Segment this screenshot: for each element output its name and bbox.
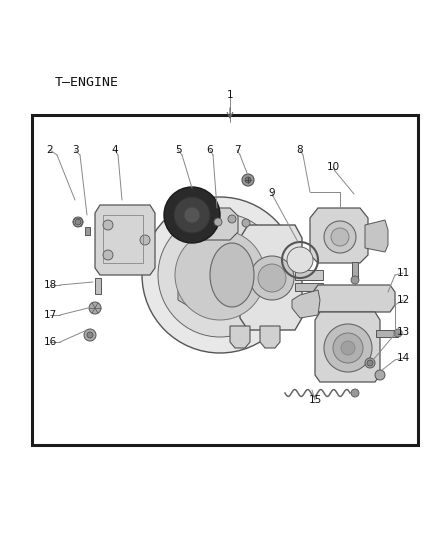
- Circle shape: [158, 213, 282, 337]
- Circle shape: [73, 217, 83, 227]
- Polygon shape: [230, 326, 250, 348]
- Bar: [376, 330, 398, 337]
- Text: 5: 5: [175, 145, 181, 155]
- Circle shape: [351, 276, 359, 284]
- Text: 1: 1: [227, 90, 233, 100]
- Text: 16: 16: [43, 337, 57, 347]
- Text: T–ENGINE: T–ENGINE: [55, 76, 119, 88]
- Bar: [95, 278, 101, 294]
- Polygon shape: [240, 225, 302, 330]
- Text: 13: 13: [396, 327, 410, 337]
- Polygon shape: [260, 326, 280, 348]
- Circle shape: [140, 235, 150, 245]
- Text: 12: 12: [396, 295, 410, 305]
- Circle shape: [394, 329, 402, 337]
- Circle shape: [242, 174, 254, 186]
- Polygon shape: [313, 285, 395, 312]
- Circle shape: [142, 197, 298, 353]
- Circle shape: [103, 220, 113, 230]
- Text: 10: 10: [326, 162, 339, 172]
- Bar: [103, 215, 143, 263]
- Polygon shape: [310, 208, 368, 263]
- Text: 8: 8: [297, 145, 303, 155]
- Polygon shape: [315, 312, 380, 382]
- Circle shape: [375, 370, 385, 380]
- Circle shape: [87, 332, 93, 338]
- Text: 4: 4: [112, 145, 118, 155]
- Circle shape: [331, 228, 349, 246]
- Circle shape: [89, 302, 101, 314]
- Polygon shape: [178, 285, 210, 310]
- Circle shape: [324, 324, 372, 372]
- Bar: [295, 283, 323, 291]
- Circle shape: [103, 250, 113, 260]
- Circle shape: [367, 360, 373, 366]
- Circle shape: [75, 219, 81, 225]
- Text: 15: 15: [308, 395, 321, 405]
- Polygon shape: [188, 208, 238, 240]
- Circle shape: [365, 358, 375, 368]
- Text: 17: 17: [43, 310, 57, 320]
- Circle shape: [341, 341, 355, 355]
- Ellipse shape: [210, 243, 254, 307]
- Text: 6: 6: [207, 145, 213, 155]
- Circle shape: [351, 389, 359, 397]
- Circle shape: [175, 230, 265, 320]
- Circle shape: [214, 218, 222, 226]
- Text: 11: 11: [396, 268, 410, 278]
- Bar: [352, 262, 358, 280]
- Bar: [295, 270, 323, 280]
- Text: 7: 7: [234, 145, 240, 155]
- Circle shape: [228, 215, 236, 223]
- Polygon shape: [95, 205, 155, 275]
- Polygon shape: [292, 290, 320, 318]
- Circle shape: [258, 264, 286, 292]
- Circle shape: [174, 197, 210, 233]
- Text: 18: 18: [43, 280, 57, 290]
- Circle shape: [324, 221, 356, 253]
- Polygon shape: [365, 220, 388, 252]
- Circle shape: [242, 219, 250, 227]
- Text: 14: 14: [396, 353, 410, 363]
- Circle shape: [164, 187, 220, 243]
- Bar: [32, 115, 418, 445]
- Text: 9: 9: [268, 188, 276, 198]
- Text: 3: 3: [72, 145, 78, 155]
- Text: 2: 2: [47, 145, 53, 155]
- Circle shape: [184, 207, 200, 223]
- Circle shape: [250, 256, 294, 300]
- Bar: [85, 227, 90, 235]
- Circle shape: [245, 177, 251, 183]
- Circle shape: [333, 333, 363, 363]
- Circle shape: [84, 329, 96, 341]
- Circle shape: [287, 247, 313, 273]
